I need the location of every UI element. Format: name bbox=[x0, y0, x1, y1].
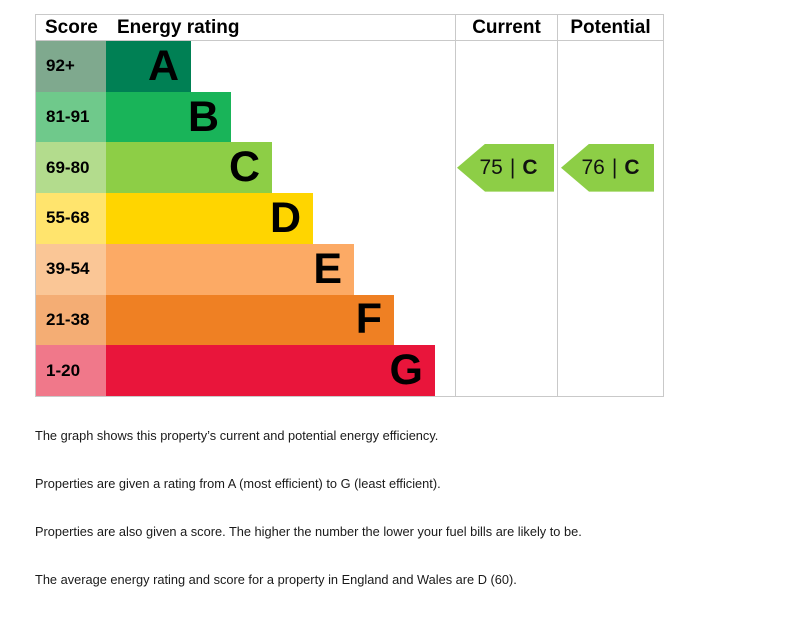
rating-bar-c: C bbox=[106, 142, 272, 194]
band-row-b: 81-91 B bbox=[36, 91, 455, 143]
energy-rating-chart: Score Energy rating Current Potential 92… bbox=[35, 14, 664, 397]
score-range-d: 55-68 bbox=[36, 193, 106, 244]
band-row-f: 21-38 F bbox=[36, 294, 455, 346]
rating-letter-f: F bbox=[355, 295, 382, 344]
band-row-c: 69-80 C bbox=[36, 142, 455, 194]
band-row-g: 1-20 G bbox=[36, 345, 455, 396]
current-column-header: Current bbox=[455, 15, 557, 40]
current-rating-letter: C bbox=[522, 155, 538, 179]
bands-area: 92+ A 81-91 B 69-80 C 55-68 D 39-54 E 21-38 F 1-20 G bbox=[36, 41, 455, 396]
rating-letter-e: E bbox=[313, 244, 342, 293]
current-score-value: 75 bbox=[479, 155, 503, 179]
band-row-e: 39-54 E bbox=[36, 243, 455, 295]
chart-header-row: Score Energy rating Current Potential bbox=[36, 15, 663, 41]
chart-body: 92+ A 81-91 B 69-80 C 55-68 D 39-54 E 21-38 F 1-20 G … bbox=[36, 41, 663, 396]
rating-bar-a: A bbox=[106, 41, 191, 92]
score-column-header: Score bbox=[45, 17, 98, 38]
rating-bar-b: B bbox=[106, 91, 231, 143]
current-rating-pointer: 75 | C bbox=[457, 143, 554, 192]
score-range-e: 39-54 bbox=[36, 243, 106, 295]
rating-bar-d: D bbox=[106, 193, 313, 244]
rating-letter-c: C bbox=[228, 143, 260, 192]
rating-letter-g: G bbox=[389, 346, 423, 395]
band-row-a: 92+ A bbox=[36, 41, 455, 92]
energy-rating-column-header: Energy rating bbox=[117, 17, 240, 38]
score-range-g: 1-20 bbox=[36, 345, 106, 396]
rating-letter-b: B bbox=[187, 92, 219, 141]
note-paragraph-2: Properties are given a rating from A (mo… bbox=[35, 476, 441, 491]
notes: The graph shows this property’s current … bbox=[35, 429, 755, 621]
rating-letter-d: D bbox=[269, 193, 301, 242]
rating-letter-a: A bbox=[147, 41, 179, 90]
score-range-b: 81-91 bbox=[36, 91, 106, 143]
band-row-d: 55-68 D bbox=[36, 193, 455, 244]
rating-bar-e: E bbox=[106, 243, 354, 295]
score-range-a: 92+ bbox=[36, 41, 106, 92]
note-paragraph-1: The graph shows this property’s current … bbox=[35, 428, 439, 443]
potential-column-header: Potential bbox=[557, 15, 663, 40]
potential-rating-letter: C bbox=[624, 155, 640, 179]
score-range-c: 69-80 bbox=[36, 142, 106, 194]
potential-score-value: 76 bbox=[581, 155, 605, 179]
rating-bar-g: G bbox=[106, 345, 435, 396]
current-column: 75 | C bbox=[455, 41, 557, 396]
note-paragraph-4: The average energy rating and score for … bbox=[35, 572, 517, 587]
pointer-separator-icon: | bbox=[509, 155, 516, 179]
note-paragraph-3: Properties are also given a score. The h… bbox=[35, 524, 582, 539]
rating-bar-f: F bbox=[106, 294, 394, 346]
score-range-f: 21-38 bbox=[36, 294, 106, 346]
pointer-separator-icon: | bbox=[611, 155, 618, 179]
potential-rating-pointer: 76 | C bbox=[561, 143, 654, 192]
potential-column: 76 | C bbox=[557, 41, 663, 396]
